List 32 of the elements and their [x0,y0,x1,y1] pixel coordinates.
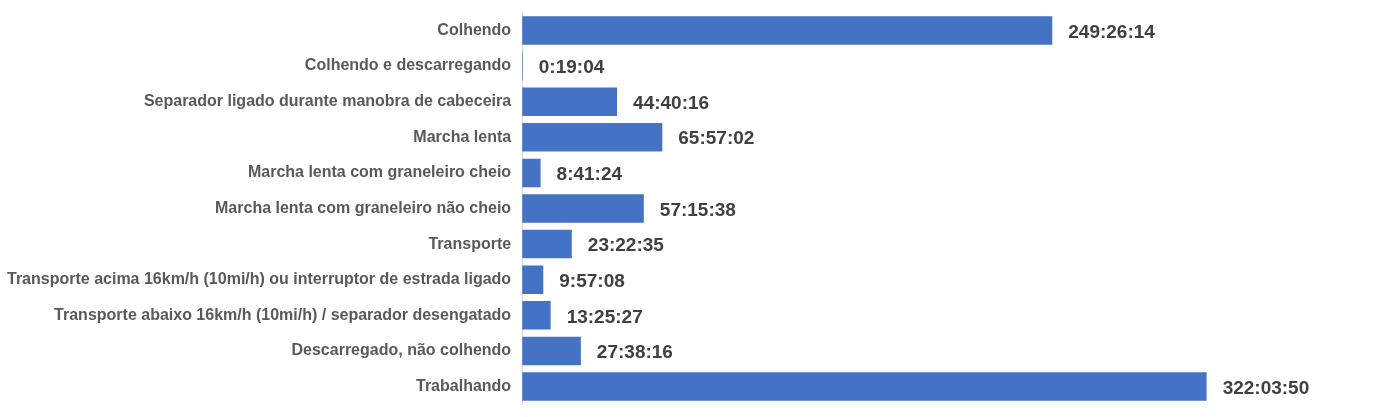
data-label: 322:03:50 [1222,376,1310,398]
data-label: 44:40:16 [633,91,710,113]
y-tick-label: Colhendo e descarregando [304,56,512,74]
bar [522,194,644,223]
y-tick-label: Marcha lenta com graneleiro não cheio [215,198,512,216]
y-tick-label: Descarregado, não colhendo [291,341,512,359]
y-tick-label: Transporte acima 16km/h (10mi/h) ou interruptor de estrada ligado [7,270,512,288]
y-tick-label: Marcha lenta com graneleiro cheio [247,163,512,181]
data-label: 23:22:35 [587,234,665,256]
y-tick-label: Marcha lenta [413,127,512,145]
data-label: 57:15:38 [659,198,736,220]
data-label: 27:38:16 [596,341,673,363]
data-label: 9:57:08 [559,269,625,291]
bar [522,372,1207,401]
data-label: 0:19:04 [538,56,605,78]
data-label: 65:57:02 [678,127,755,149]
y-tick-label: Separador ligado durante manobra de cabeceira [143,92,512,110]
bar [522,16,1053,45]
bar [522,87,618,116]
bar [522,123,663,152]
data-label: 249:26:14 [1068,20,1156,42]
bar [522,265,544,294]
y-tick-label: Transporte [428,234,512,252]
bar [522,229,572,259]
y-tick-label: Colhendo [437,20,512,38]
y-tick-label: Transporte abaixo 16km/h (10mi/h) / separador desengatado [54,305,512,323]
y-tick-label: Trabalhando [416,377,512,394]
bar [522,301,551,330]
data-label: 13:25:27 [566,305,643,327]
bar [522,336,581,366]
data-label: 8:41:24 [556,163,623,185]
bar [522,158,541,188]
